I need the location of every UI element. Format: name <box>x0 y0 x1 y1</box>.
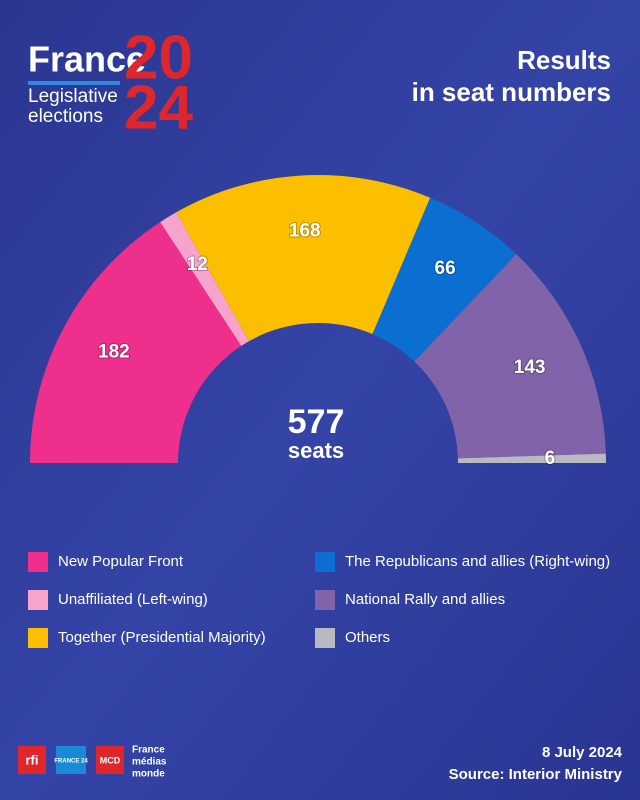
legend-swatch <box>28 552 48 572</box>
value-label: 66 <box>435 258 456 279</box>
seat-segment <box>176 175 431 342</box>
seat-segment <box>30 222 242 463</box>
date: 8 July 2024 <box>542 744 623 761</box>
seat-segment <box>160 212 250 346</box>
seat-segment <box>372 197 517 362</box>
legend-swatch <box>315 628 335 648</box>
source: Source: Interior Ministry <box>449 766 623 783</box>
legend-label: The Republicans and allies (Right-wing) <box>345 553 610 570</box>
group-text: médias <box>132 757 167 768</box>
logo-text: MCD <box>100 755 121 765</box>
seat-segment <box>414 254 606 459</box>
brand: France <box>28 39 146 80</box>
legend-label: National Rally and allies <box>345 591 505 608</box>
legend-label: New Popular Front <box>58 553 184 570</box>
value-label: 182 <box>98 342 130 363</box>
legend-label: Together (Presidential Majority) <box>58 629 266 646</box>
title: Results <box>517 45 611 75</box>
logo-text: rfi <box>26 752 39 767</box>
group-text: France <box>132 745 165 756</box>
subtitle: elections <box>28 106 103 127</box>
legend-label: Unaffiliated (Left-wing) <box>58 591 208 608</box>
total-label: seats <box>288 438 344 463</box>
logo <box>18 746 46 774</box>
logo-text: FRANCE 24 <box>54 759 88 765</box>
seat-segment <box>457 453 606 463</box>
group-text: monde <box>132 769 165 780</box>
subtitle: Legislative <box>28 86 118 107</box>
logo <box>96 746 124 774</box>
value-label: 168 <box>289 220 321 241</box>
total: 577 <box>288 403 345 441</box>
value-label: 12 <box>187 254 208 275</box>
brand-underline <box>28 81 120 85</box>
value-label: 143 <box>514 357 546 378</box>
year-top: 20 <box>124 23 193 92</box>
year-bottom: 24 <box>124 73 193 142</box>
title: in seat numbers <box>412 77 611 107</box>
legend-label: Others <box>345 629 390 646</box>
legend-swatch <box>315 590 335 610</box>
legend-swatch <box>315 552 335 572</box>
legend-swatch <box>28 628 48 648</box>
value-label: 6 <box>545 448 556 469</box>
logo <box>56 746 86 774</box>
legend-swatch <box>28 590 48 610</box>
